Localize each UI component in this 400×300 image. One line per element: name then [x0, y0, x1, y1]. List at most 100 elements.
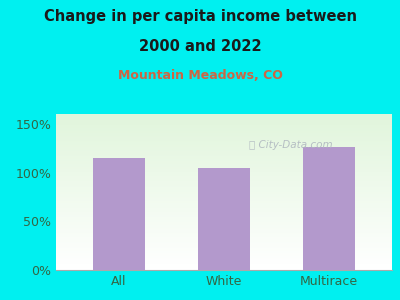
Bar: [56, 167, 392, 169]
Bar: [56, 133, 392, 134]
Bar: [56, 114, 392, 116]
Bar: [56, 116, 392, 117]
Bar: [56, 195, 392, 197]
Text: 2000 and 2022: 2000 and 2022: [139, 39, 261, 54]
Bar: [56, 205, 392, 206]
Bar: [56, 237, 392, 239]
Bar: [56, 134, 392, 136]
Bar: [56, 220, 392, 222]
Bar: [56, 187, 392, 189]
Bar: [56, 214, 392, 215]
Bar: [56, 256, 392, 257]
Bar: [56, 234, 392, 236]
Bar: [56, 119, 392, 120]
Bar: [56, 244, 392, 245]
Text: Mountain Meadows, CO: Mountain Meadows, CO: [118, 69, 282, 82]
Bar: [56, 200, 392, 201]
Bar: [93, 158, 145, 270]
Bar: [56, 236, 392, 237]
Bar: [56, 183, 392, 184]
Bar: [56, 248, 392, 250]
Bar: [56, 158, 392, 159]
Bar: [56, 139, 392, 140]
Bar: [56, 150, 392, 152]
Bar: [56, 228, 392, 230]
Bar: [56, 189, 392, 190]
Bar: [56, 136, 392, 137]
Bar: [56, 142, 392, 144]
Bar: [56, 169, 392, 170]
Bar: [56, 261, 392, 262]
Bar: [56, 251, 392, 253]
Bar: [56, 254, 392, 256]
Bar: [56, 209, 392, 211]
Bar: [56, 127, 392, 128]
Bar: [56, 267, 392, 268]
Bar: [56, 137, 392, 139]
Bar: [56, 240, 392, 242]
Bar: [56, 211, 392, 212]
Bar: [56, 164, 392, 166]
Bar: [56, 153, 392, 154]
Bar: [56, 173, 392, 175]
Bar: [56, 265, 392, 267]
Bar: [56, 120, 392, 122]
Bar: [56, 184, 392, 186]
Bar: [56, 122, 392, 123]
Bar: [198, 168, 250, 270]
Bar: [56, 225, 392, 226]
Bar: [56, 166, 392, 167]
Bar: [56, 242, 392, 244]
Bar: [56, 268, 392, 270]
Bar: [56, 222, 392, 223]
Bar: [56, 181, 392, 183]
Bar: [56, 208, 392, 209]
Bar: [56, 190, 392, 192]
Bar: [56, 130, 392, 131]
Bar: [56, 152, 392, 153]
Bar: [56, 176, 392, 178]
Bar: [56, 194, 392, 195]
Bar: [56, 140, 392, 142]
Bar: [56, 156, 392, 158]
Bar: [56, 215, 392, 217]
Bar: [56, 175, 392, 176]
Bar: [56, 170, 392, 172]
Bar: [56, 226, 392, 228]
Bar: [56, 197, 392, 198]
Bar: [56, 123, 392, 125]
Bar: [56, 223, 392, 225]
Bar: [56, 201, 392, 203]
Bar: [56, 128, 392, 130]
Bar: [56, 250, 392, 251]
Bar: [303, 147, 355, 270]
Bar: [56, 159, 392, 161]
Bar: [56, 147, 392, 148]
Bar: [56, 262, 392, 264]
Bar: [56, 217, 392, 218]
Bar: [56, 206, 392, 208]
Bar: [56, 192, 392, 194]
Bar: [56, 125, 392, 127]
Bar: [56, 257, 392, 259]
Bar: [56, 154, 392, 156]
Bar: [56, 131, 392, 133]
Text: ⓘ City-Data.com: ⓘ City-Data.com: [249, 140, 333, 150]
Bar: [56, 145, 392, 147]
Bar: [56, 117, 392, 119]
Bar: [56, 198, 392, 200]
Bar: [56, 218, 392, 220]
Bar: [56, 212, 392, 214]
Bar: [56, 186, 392, 187]
Bar: [56, 231, 392, 232]
Bar: [56, 144, 392, 145]
Bar: [56, 253, 392, 254]
Bar: [56, 178, 392, 179]
Bar: [56, 230, 392, 231]
Bar: [56, 162, 392, 164]
Bar: [56, 232, 392, 234]
Bar: [56, 247, 392, 248]
Bar: [56, 172, 392, 173]
Bar: [56, 179, 392, 181]
Bar: [56, 239, 392, 240]
